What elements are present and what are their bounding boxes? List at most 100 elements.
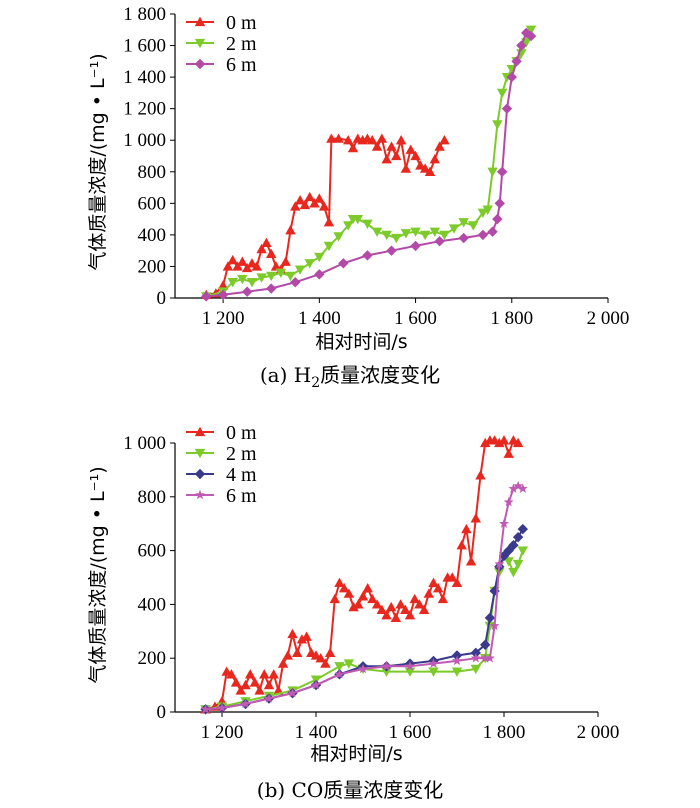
data-point	[410, 150, 421, 161]
data-point	[323, 241, 335, 252]
data-point	[315, 653, 326, 663]
data-point	[280, 256, 291, 266]
data-point	[496, 166, 508, 177]
data-point	[314, 193, 325, 203]
data-point	[391, 233, 402, 244]
data-point	[290, 201, 301, 211]
x-axis-label: 相对时间/s	[315, 331, 407, 353]
data-point	[404, 609, 416, 620]
data-point	[424, 166, 436, 176]
data-point	[437, 593, 449, 604]
legend-label: 2 m	[226, 443, 257, 465]
data-point	[285, 271, 296, 282]
x-tick-label: 1 600	[389, 722, 432, 743]
data-point	[256, 243, 267, 254]
data-point	[395, 599, 406, 609]
y-tick-label: 1 600	[123, 36, 166, 57]
data-point	[508, 567, 519, 578]
data-point	[470, 647, 481, 659]
data-point	[512, 531, 524, 543]
data-point	[227, 278, 238, 288]
data-point	[376, 604, 387, 614]
caption-text: (b) CO质量浓度变化	[257, 778, 443, 802]
data-point	[434, 236, 445, 247]
data-point	[217, 702, 227, 713]
legend-marker	[194, 468, 206, 480]
data-point	[333, 133, 344, 143]
y-tick-label: 1 200	[123, 99, 166, 120]
data-point	[517, 546, 528, 556]
data-point	[395, 135, 407, 145]
data-point	[496, 88, 508, 99]
data-point	[458, 218, 469, 228]
data-point	[386, 245, 397, 256]
figure-caption: (a) H2质量浓度变化	[260, 363, 440, 391]
x-tick-label: 1 800	[483, 722, 526, 743]
data-point	[251, 261, 262, 271]
y-tick-label: 0	[157, 288, 167, 309]
data-point	[447, 572, 458, 582]
data-point	[494, 558, 505, 569]
data-point	[240, 679, 251, 690]
y-tick-label: 1 800	[123, 4, 166, 25]
data-point	[484, 612, 496, 624]
data-point	[329, 593, 340, 604]
data-point	[487, 226, 498, 237]
y-tick-label: 200	[138, 256, 167, 277]
y-tick-label: 400	[138, 225, 167, 246]
data-point	[494, 198, 505, 209]
data-point	[484, 653, 495, 663]
data-point	[477, 229, 489, 241]
data-point	[525, 30, 537, 42]
data-point	[263, 679, 275, 690]
data-point	[353, 599, 364, 609]
data-point	[405, 144, 416, 154]
data-point	[513, 480, 524, 491]
data-point	[451, 667, 463, 677]
data-point	[415, 160, 426, 170]
data-point	[433, 583, 444, 593]
data-point	[400, 163, 412, 173]
data-point	[362, 219, 373, 230]
data-point	[452, 655, 462, 666]
data-point	[386, 601, 397, 612]
data-point	[429, 227, 440, 237]
data-point	[277, 658, 289, 668]
data-point	[343, 659, 355, 669]
data-point	[334, 662, 345, 672]
data-point	[498, 435, 510, 445]
data-point	[439, 135, 450, 145]
x-tick-label: 1 600	[394, 308, 437, 329]
data-point	[381, 661, 392, 671]
data-point	[400, 604, 411, 614]
data-point	[217, 280, 229, 290]
data-point	[480, 653, 491, 663]
data-point	[237, 274, 248, 285]
data-point	[357, 591, 369, 601]
y-tick-label: 0	[157, 702, 167, 723]
data-point	[480, 437, 491, 448]
x-tick-label: 2 000	[577, 722, 620, 743]
data-point	[362, 583, 373, 593]
data-point	[287, 628, 298, 639]
data-point	[235, 685, 246, 695]
data-point	[343, 221, 354, 231]
data-point	[439, 230, 450, 241]
data-point	[499, 518, 509, 528]
series-line	[205, 484, 524, 711]
data-point	[237, 256, 248, 266]
data-point	[512, 437, 524, 448]
data-point	[428, 658, 439, 668]
data-point	[419, 163, 431, 173]
data-point	[334, 577, 345, 588]
data-point	[324, 647, 336, 657]
data-point	[287, 687, 298, 698]
data-point	[492, 120, 503, 130]
data-point	[270, 261, 282, 271]
y-tick-label: 600	[138, 193, 167, 214]
data-point	[371, 141, 383, 151]
y-tick-label: 800	[138, 487, 167, 508]
data-point	[525, 25, 537, 35]
y-tick-label: 600	[138, 541, 167, 562]
data-point	[256, 273, 267, 283]
